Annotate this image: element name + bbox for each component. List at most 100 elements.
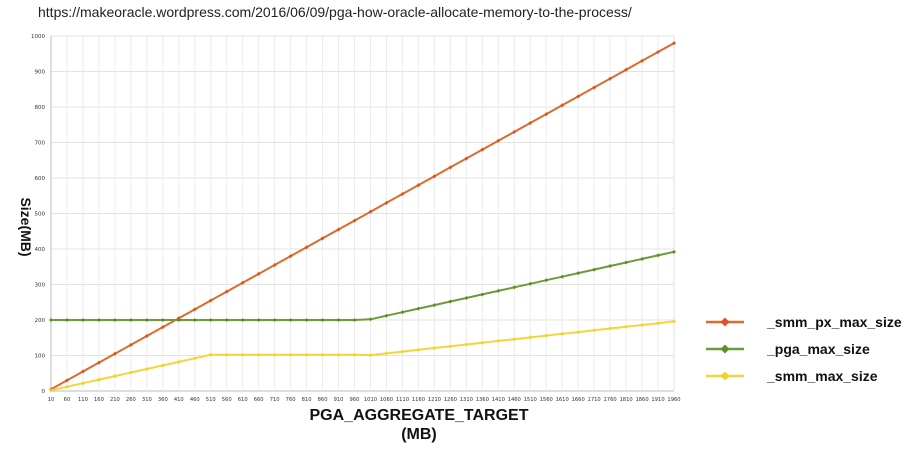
data-point — [544, 278, 549, 283]
y-tick-0: 0 — [42, 389, 46, 395]
y-tick-300: 300 — [35, 283, 46, 289]
data-point — [160, 363, 165, 368]
data-point — [416, 306, 421, 311]
data-point — [208, 318, 213, 322]
data-point — [320, 318, 325, 322]
x-tick-1810: 1810 — [619, 397, 632, 403]
data-point — [240, 352, 245, 357]
x-tick-60: 60 — [64, 397, 71, 403]
data-point — [176, 318, 181, 322]
data-point — [240, 318, 245, 322]
data-point — [64, 318, 69, 322]
y-tick-100: 100 — [35, 354, 46, 360]
data-point — [608, 326, 613, 331]
data-point — [512, 337, 517, 342]
data-point — [496, 288, 501, 293]
data-point — [496, 338, 501, 343]
data-point — [640, 58, 645, 63]
data-point — [256, 271, 261, 276]
x-tick-410: 410 — [174, 397, 184, 403]
legend-marker — [720, 371, 730, 381]
data-point — [560, 274, 565, 279]
data-point — [96, 377, 101, 382]
data-point — [176, 359, 181, 364]
legend: _smm_px_max_size _pga_max_size _smm_max_si… — [706, 314, 902, 384]
x-tick-260: 260 — [126, 397, 136, 403]
data-point — [49, 388, 53, 393]
x-axis-label-line1: PGA_AGGREGATE_TARGET — [310, 407, 529, 424]
data-point — [336, 352, 341, 357]
data-point — [656, 321, 661, 326]
data-point — [80, 318, 85, 322]
data-point — [368, 353, 373, 358]
x-tick-1210: 1210 — [428, 397, 441, 403]
legend-marker — [720, 344, 730, 354]
series-line — [50, 42, 675, 391]
data-point — [624, 67, 629, 72]
data-point — [464, 156, 469, 161]
data-point — [288, 318, 293, 322]
series-line — [50, 320, 675, 392]
x-tick-960: 960 — [350, 397, 360, 403]
x-tick-1260: 1260 — [444, 397, 457, 403]
data-point — [144, 318, 149, 322]
y-axis-label: Size(MB) — [18, 197, 34, 256]
data-point — [576, 94, 581, 99]
data-point — [208, 298, 213, 303]
data-point — [496, 138, 501, 143]
data-point — [49, 318, 53, 322]
data-point — [448, 299, 453, 304]
data-point — [480, 340, 485, 345]
data-point — [528, 281, 533, 286]
data-point — [560, 103, 565, 108]
data-point — [400, 310, 405, 315]
data-point — [288, 352, 293, 357]
data-point — [528, 120, 533, 125]
data-point — [288, 254, 293, 259]
data-point — [96, 360, 101, 365]
data-point — [192, 356, 197, 361]
data-point — [272, 318, 277, 322]
data-point — [368, 209, 373, 214]
x-tick-labels: 10 60 110 160 210 260 310 360 410 460 510 560 610 660… — [48, 397, 681, 403]
data-point — [208, 352, 213, 357]
data-point — [672, 41, 676, 46]
data-point — [656, 253, 661, 258]
data-point — [224, 289, 229, 294]
x-tick-1910: 1910 — [651, 397, 664, 403]
data-point — [544, 112, 549, 117]
data-point — [512, 285, 517, 290]
data-point — [528, 335, 533, 340]
source-url: https://makeoracle.wordpress.com/2016/06… — [38, 4, 632, 20]
data-point — [320, 236, 325, 241]
data-point — [448, 344, 453, 349]
data-point — [384, 313, 389, 318]
x-tick-310: 310 — [142, 397, 152, 403]
x-tick-1460: 1460 — [508, 397, 521, 403]
x-tick-1860: 1860 — [635, 397, 648, 403]
series-smm-max-size — [49, 319, 676, 393]
data-point — [64, 378, 69, 383]
y-tick-600: 600 — [35, 176, 46, 182]
data-point — [624, 260, 629, 265]
x-tick-910: 910 — [334, 397, 344, 403]
data-point — [512, 129, 517, 134]
data-point — [352, 318, 357, 322]
data-point — [576, 271, 581, 276]
legend-label: _smm_px_max_size — [766, 314, 902, 330]
data-point — [272, 262, 277, 267]
x-tick-560: 560 — [222, 397, 232, 403]
x-tick-1360: 1360 — [476, 397, 489, 403]
data-point — [432, 346, 437, 351]
data-point — [480, 292, 485, 297]
x-tick-1310: 1310 — [460, 397, 473, 403]
data-point — [144, 366, 149, 371]
data-point — [608, 76, 613, 81]
data-point — [640, 322, 645, 327]
y-tick-900: 900 — [35, 70, 46, 76]
data-point — [304, 352, 309, 357]
data-point — [320, 352, 325, 357]
data-point — [592, 267, 597, 272]
x-tick-1110: 1110 — [396, 397, 409, 403]
